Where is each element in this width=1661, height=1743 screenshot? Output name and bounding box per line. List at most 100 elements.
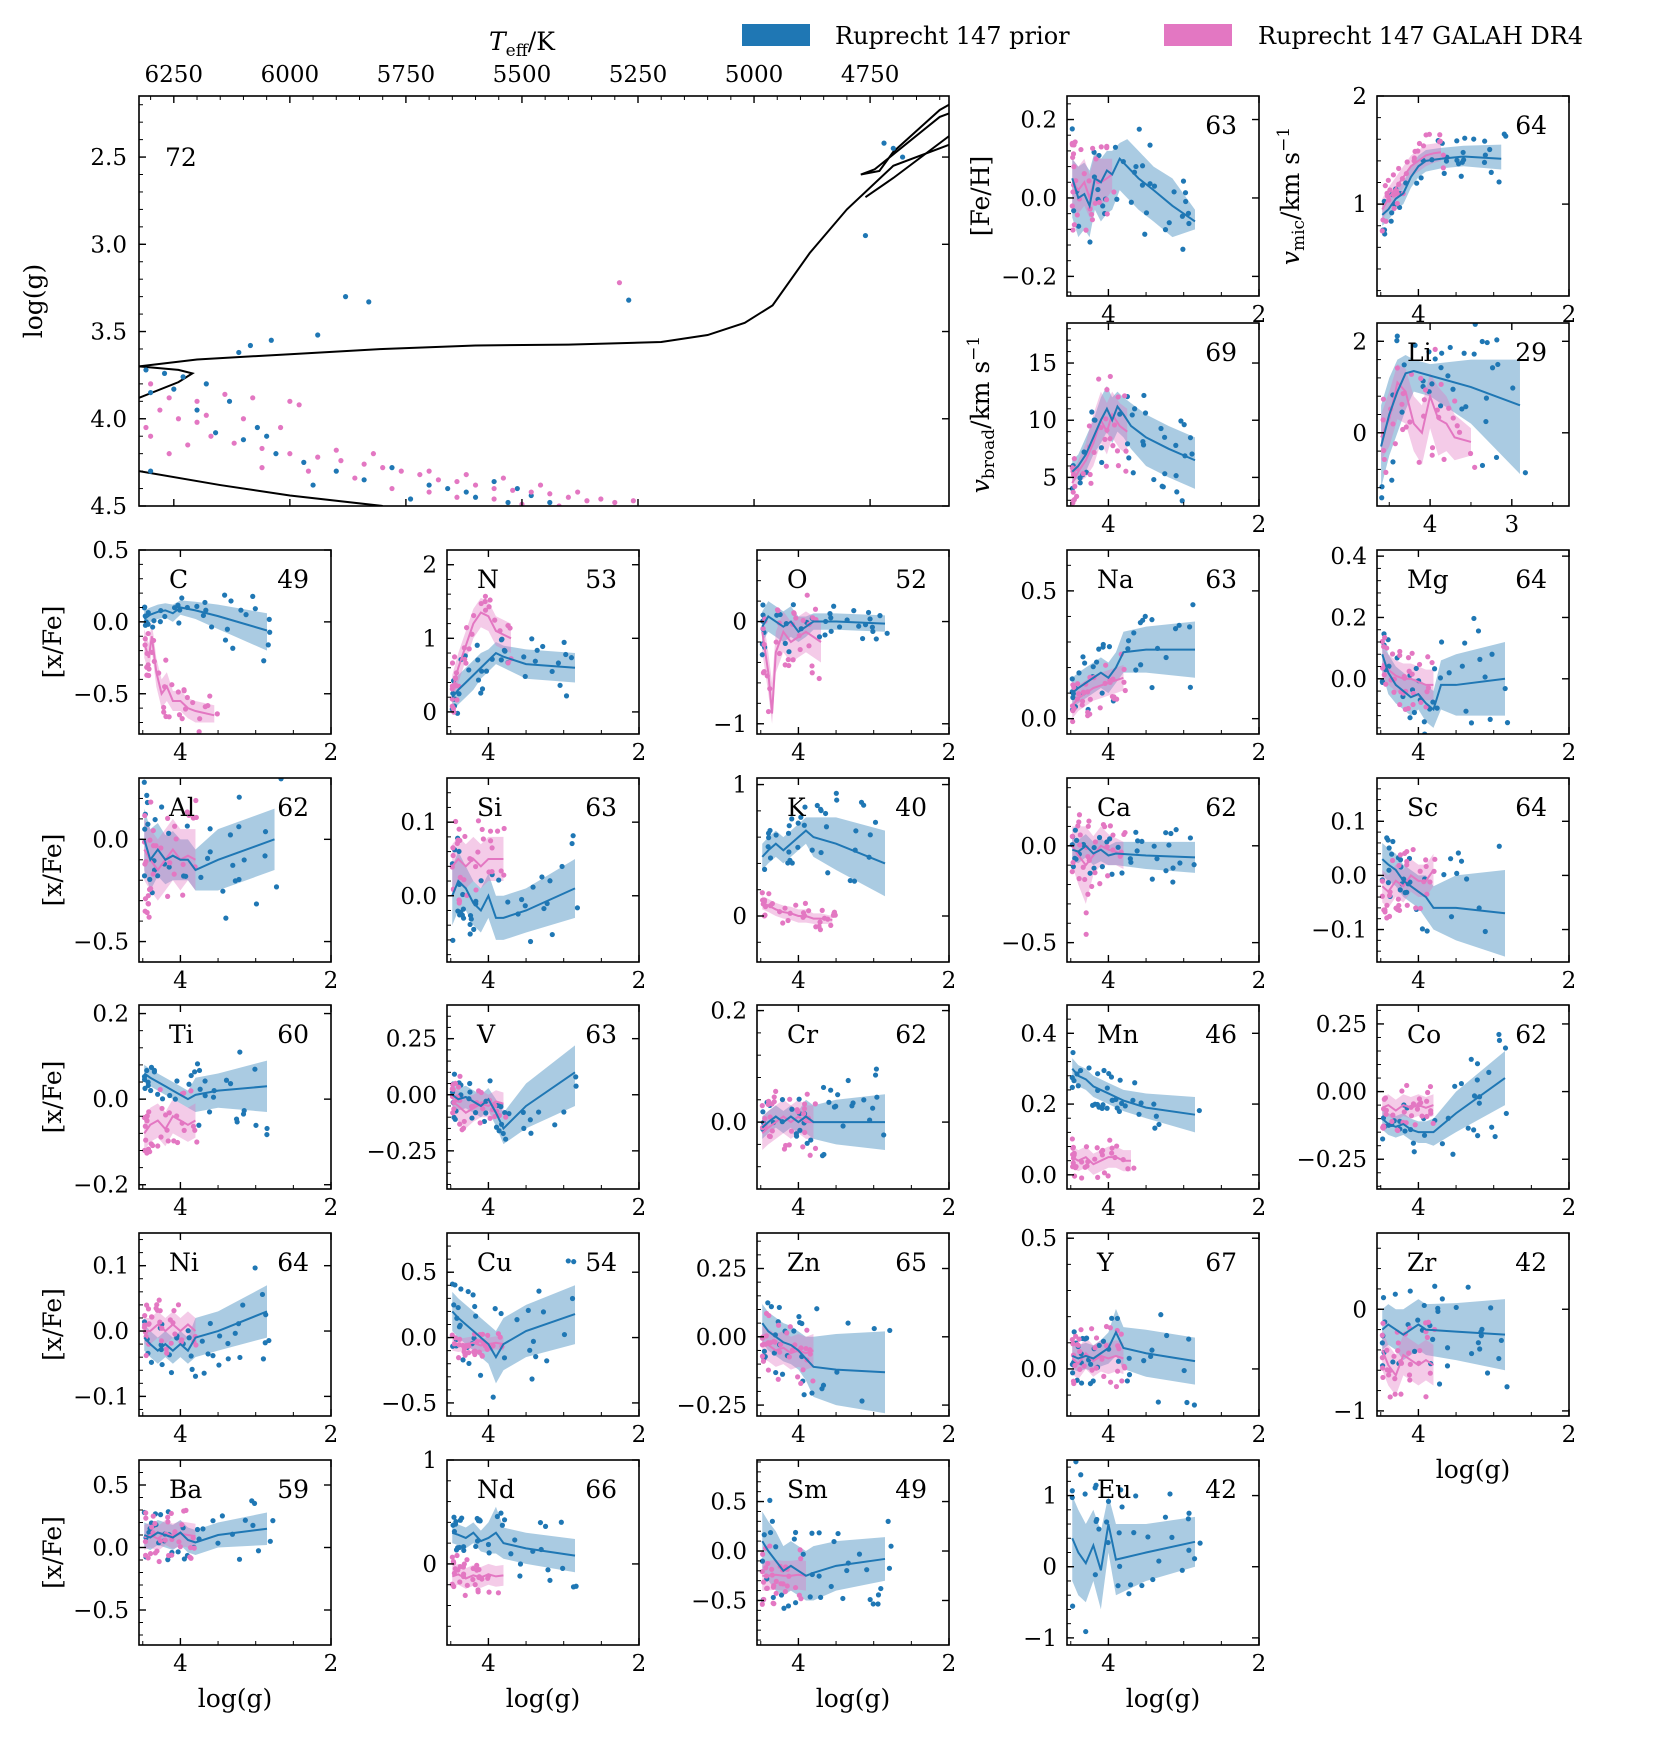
Mg-dr4-point bbox=[1406, 668, 1412, 674]
C-dr4-point bbox=[214, 711, 220, 717]
Eu-prior-point bbox=[1127, 1582, 1134, 1588]
vbroad-dr4-point bbox=[1114, 448, 1121, 454]
V-prior-point bbox=[561, 1109, 567, 1115]
Ti-prior-point bbox=[252, 1066, 258, 1072]
li-dr4-point bbox=[1429, 452, 1435, 458]
Zr-prior-point bbox=[1380, 1295, 1387, 1301]
Ti-prior-point bbox=[210, 1094, 217, 1100]
Cu-prior-point bbox=[457, 1322, 463, 1328]
Ba-dr4-point bbox=[165, 1519, 171, 1525]
Ca-prior-point bbox=[1127, 856, 1133, 862]
Cu-prior-point bbox=[471, 1335, 477, 1341]
Ni-prior-point bbox=[259, 1291, 266, 1298]
Cu-prior-point bbox=[451, 1302, 457, 1308]
N-xtick-label: 2 bbox=[632, 740, 647, 766]
Ni-dr4-point bbox=[178, 1337, 185, 1343]
Ti-prior-point bbox=[145, 1082, 151, 1089]
Y-dr4-point bbox=[1114, 1368, 1121, 1374]
C-prior-point bbox=[141, 605, 148, 611]
isochrone-segment-4 bbox=[864, 135, 949, 199]
hrd-dr4-point bbox=[361, 461, 367, 467]
Cr-dr4-point bbox=[769, 1128, 775, 1134]
V-dr4-point bbox=[459, 1127, 465, 1133]
Ni-prior-point bbox=[225, 1356, 231, 1362]
N-dr4-point bbox=[462, 656, 468, 662]
Sc-prior-point bbox=[1482, 928, 1488, 935]
V-prior-line bbox=[451, 1071, 576, 1131]
Sc-prior-point bbox=[1464, 876, 1470, 882]
C-element-label: C bbox=[169, 565, 188, 594]
Sm-prior-point bbox=[886, 1565, 893, 1571]
Sc-dr4-point bbox=[1417, 868, 1423, 874]
Ti-prior-point bbox=[196, 1122, 202, 1128]
Ca-dr4-point bbox=[1097, 881, 1103, 887]
C-prior-point bbox=[145, 609, 151, 616]
feh-ylabel: [Fe/H] bbox=[966, 156, 995, 237]
Ni-prior-point bbox=[185, 1328, 191, 1334]
Nd-dr4-point bbox=[474, 1567, 480, 1573]
Zn-element-label: Zn bbox=[787, 1248, 820, 1277]
N-prior-point bbox=[479, 668, 485, 674]
O-prior-point bbox=[859, 635, 866, 642]
V-dr4-point bbox=[503, 1114, 509, 1120]
Na-count: 63 bbox=[1205, 565, 1237, 594]
Nd-prior-line bbox=[451, 1531, 576, 1557]
li-dr4-point bbox=[1380, 396, 1387, 402]
Si-prior-point bbox=[471, 926, 477, 932]
Na-ytick-label: 0.0 bbox=[1020, 707, 1057, 733]
Sc-dr4-point bbox=[1384, 902, 1390, 908]
vbroad-prior-point bbox=[1132, 406, 1138, 412]
vbroad-prior-point bbox=[1099, 459, 1105, 466]
hrd-prior-point bbox=[171, 386, 177, 392]
Sm-dr4-point bbox=[764, 1585, 770, 1592]
Na-prior-point bbox=[1100, 644, 1106, 650]
Cu-prior-point bbox=[455, 1304, 461, 1311]
Sc-element-label: Sc bbox=[1407, 793, 1438, 822]
feh-prior-point bbox=[1183, 198, 1189, 205]
feh-dr4-point bbox=[1104, 143, 1110, 149]
Na-xtick-label: 4 bbox=[1101, 740, 1116, 766]
C-prior-point bbox=[238, 607, 244, 613]
Mn-prior-point bbox=[1132, 1080, 1138, 1086]
Al-prior-point bbox=[262, 829, 269, 835]
Cr-element-label: Cr bbox=[787, 1020, 818, 1049]
Cu-prior-point bbox=[525, 1307, 531, 1314]
vbroad-ytick-label: 15 bbox=[1028, 351, 1057, 377]
Y-prior-point bbox=[1082, 1336, 1088, 1342]
vmic-count: 64 bbox=[1515, 111, 1547, 140]
Zn-prior-point bbox=[799, 1320, 805, 1327]
Eu-prior-point bbox=[1133, 1493, 1139, 1499]
Ti-dr4-point bbox=[148, 1141, 154, 1147]
Mn-count: 46 bbox=[1205, 1020, 1237, 1049]
O-prior-line bbox=[761, 615, 886, 634]
Si-dr4-point bbox=[489, 845, 495, 851]
vbroad-dr4-point bbox=[1103, 463, 1109, 469]
Sm-dr4-point bbox=[773, 1590, 779, 1596]
Eu-prior-point bbox=[1115, 1583, 1121, 1589]
hrd-prior-point bbox=[148, 468, 154, 474]
Ni-dr4-point bbox=[168, 1340, 174, 1346]
Eu-prior-point bbox=[1118, 1487, 1124, 1493]
Al-dr4-point bbox=[184, 809, 190, 815]
vbroad-dr4-point bbox=[1088, 480, 1094, 486]
Nd-prior-point bbox=[453, 1547, 460, 1553]
feh-prior-point bbox=[1139, 163, 1146, 169]
Si-prior-point bbox=[473, 898, 479, 904]
Co-xtick-label: 2 bbox=[1562, 1195, 1577, 1221]
Cu-count: 54 bbox=[585, 1248, 617, 1277]
Si-prior-band bbox=[452, 851, 575, 940]
Y-xtick-label: 4 bbox=[1101, 1422, 1116, 1448]
Ni-ylabel: [x/Fe] bbox=[38, 1288, 67, 1361]
Zr-xtick-label: 4 bbox=[1411, 1422, 1426, 1448]
hrd-dr4-point bbox=[500, 475, 506, 481]
Zn-prior-point bbox=[765, 1300, 771, 1306]
Cu-prior-point bbox=[514, 1317, 520, 1323]
Ti-ytick-label: 0.0 bbox=[92, 1087, 129, 1113]
hrd-dr4-point bbox=[166, 395, 172, 401]
O-dr4-point bbox=[809, 663, 815, 669]
Na-dr4-point bbox=[1070, 718, 1076, 725]
Cr-dr4-point bbox=[802, 1101, 808, 1107]
Al-prior-point bbox=[142, 826, 148, 832]
feh-dr4-point bbox=[1069, 203, 1075, 209]
Ca-dr4-point bbox=[1077, 842, 1083, 848]
